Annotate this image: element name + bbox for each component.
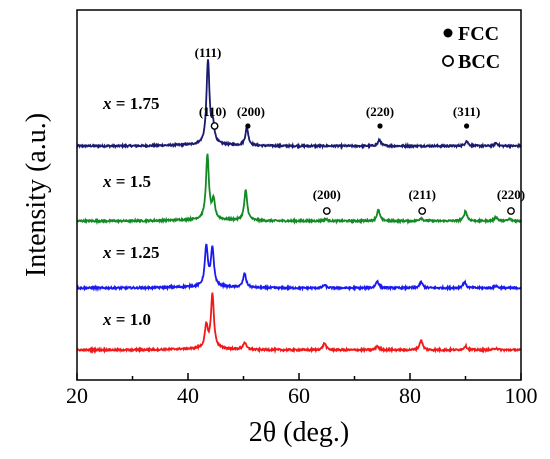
legend-fcc-marker <box>443 28 453 38</box>
series-line-2 <box>76 153 522 226</box>
legend: FCC BCC <box>442 23 500 73</box>
x-axis-title: 2θ (deg.) <box>249 417 350 448</box>
y-axis-title: Intensity (a.u.) <box>21 113 52 277</box>
series-labels: x = 1.75 x = 1.5 x = 1.25 x = 1.0 <box>102 94 159 329</box>
peak-label: (311) <box>453 104 480 119</box>
series-label-3: x = 1.25 <box>102 243 159 262</box>
series-label-2: x = 1.5 <box>102 172 151 191</box>
fcc-marker <box>377 123 383 129</box>
peak-label: (211) <box>408 187 435 202</box>
x-axis-tick-labels: 20 40 60 80 100 <box>66 383 538 408</box>
series-label-4: x = 1.0 <box>102 310 151 329</box>
x-tick-label: 60 <box>288 383 310 408</box>
plot-area <box>76 59 522 355</box>
bcc-marker <box>418 207 427 215</box>
bcc-marker <box>322 207 331 215</box>
legend-bcc-label: BCC <box>458 51 500 73</box>
x-axis-ticks <box>76 373 522 380</box>
legend-bcc-marker <box>442 55 454 67</box>
series-line-1 <box>76 59 522 151</box>
legend-fcc-label: FCC <box>458 23 499 45</box>
x-tick-label: 40 <box>177 383 199 408</box>
fcc-marker <box>464 123 470 129</box>
x-tick-label: 20 <box>66 383 88 408</box>
fcc-marker <box>245 123 251 129</box>
peak-label: (110) <box>199 104 226 119</box>
bcc-marker <box>210 122 219 130</box>
series-line-4 <box>76 292 522 355</box>
bcc-marker <box>507 207 515 215</box>
peak-label: (220) <box>366 104 394 119</box>
peak-label: (220) <box>497 187 525 202</box>
peak-annotations: (111) (110) (200) (220) (311) (200) (211) (220) <box>195 45 525 215</box>
x-tick-label: 100 <box>505 383 538 408</box>
series-line-3 <box>76 243 522 293</box>
series-label-1: x = 1.75 <box>102 94 159 113</box>
peak-label: (200) <box>237 104 265 119</box>
x-tick-label: 80 <box>399 383 421 408</box>
peak-label: (200) <box>313 187 341 202</box>
peak-label: (111) <box>195 45 222 60</box>
